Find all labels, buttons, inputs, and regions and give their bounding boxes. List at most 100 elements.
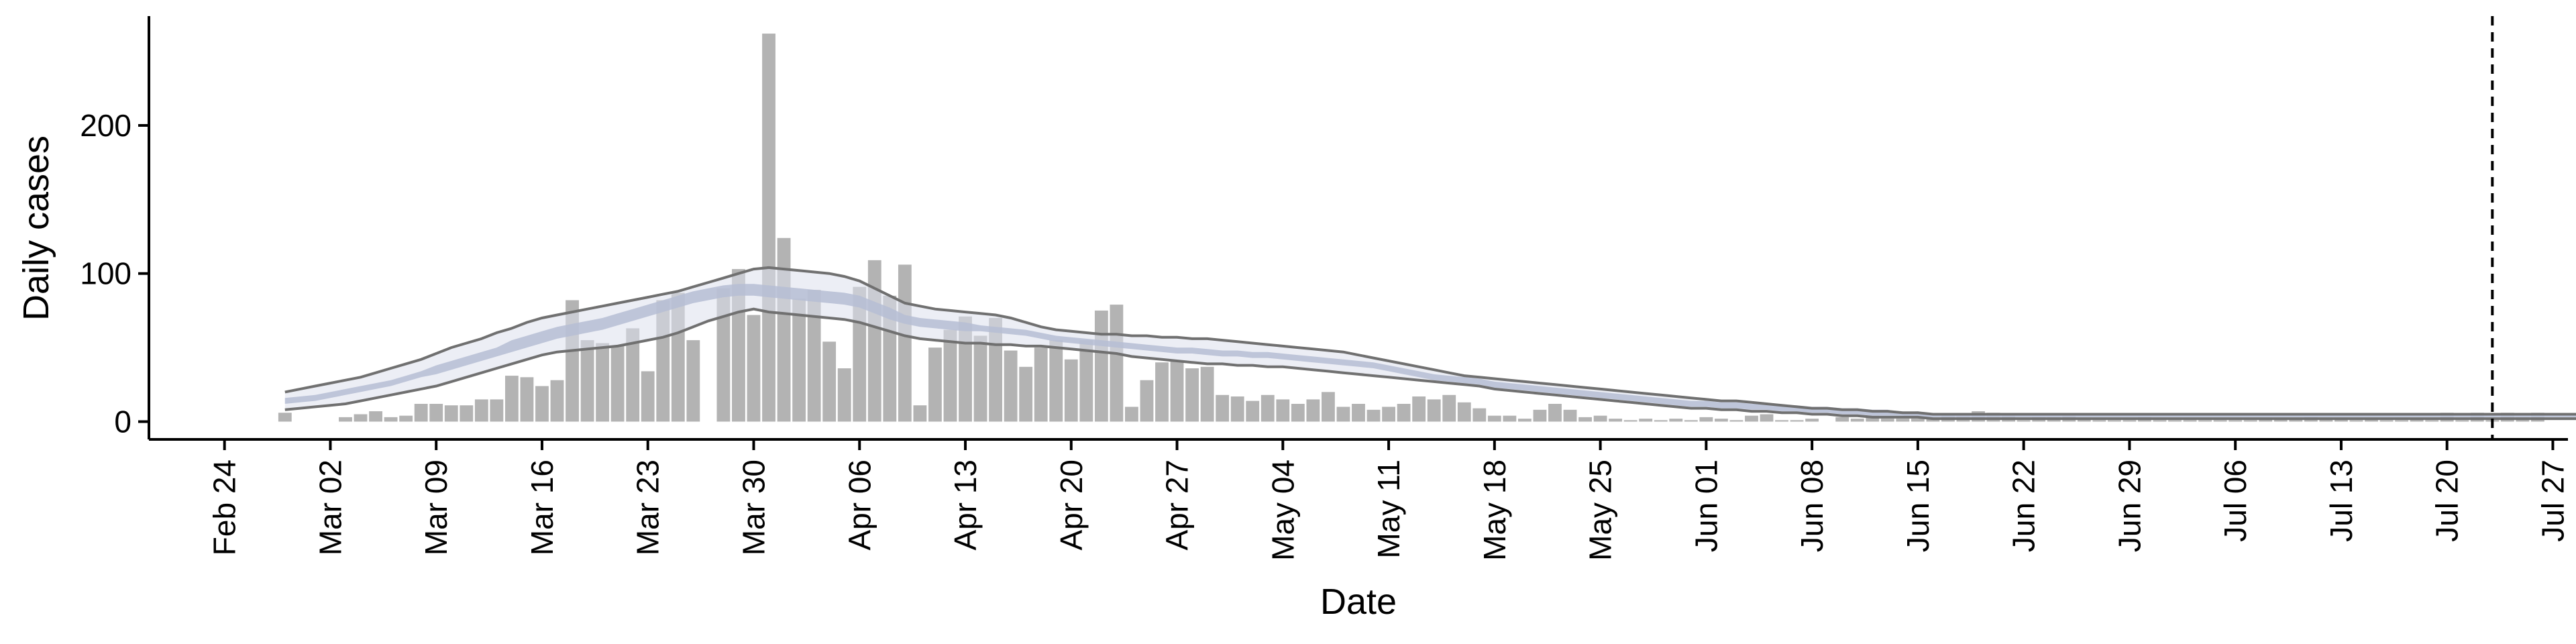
bar bbox=[1322, 392, 1335, 422]
bar bbox=[1472, 408, 1487, 422]
bar bbox=[1548, 404, 1562, 422]
bar bbox=[1775, 420, 1788, 422]
bar bbox=[369, 411, 382, 422]
bar bbox=[1911, 419, 1925, 422]
bar bbox=[2365, 419, 2378, 422]
bar bbox=[777, 237, 791, 422]
bar bbox=[1397, 404, 1411, 422]
bar bbox=[535, 386, 549, 422]
bar bbox=[2259, 419, 2273, 422]
bar bbox=[1835, 417, 1849, 422]
bar bbox=[1079, 340, 1093, 422]
x-tick-label: Feb 24 bbox=[207, 460, 242, 555]
bar bbox=[1306, 399, 1320, 422]
bar bbox=[1503, 415, 1517, 422]
bar bbox=[1563, 409, 1577, 422]
estimate-band-layer bbox=[284, 267, 2576, 419]
bar bbox=[1745, 415, 1758, 422]
y-tick-label: 200 bbox=[80, 108, 131, 143]
x-tick-label: Jul 06 bbox=[2218, 460, 2253, 542]
bar bbox=[1094, 310, 1108, 422]
bar bbox=[1125, 407, 1138, 422]
bar bbox=[1533, 409, 1547, 422]
x-tick-label: Jun 22 bbox=[2006, 460, 2041, 552]
bar bbox=[1140, 380, 1154, 422]
bar bbox=[2077, 419, 2091, 422]
x-tick-label: Jun 01 bbox=[1688, 460, 1723, 552]
bar bbox=[1382, 407, 1395, 422]
bar bbox=[1654, 420, 1668, 422]
bar bbox=[928, 347, 942, 422]
bar bbox=[1850, 419, 1864, 422]
bar bbox=[1216, 394, 1230, 422]
bar bbox=[596, 343, 610, 422]
bar bbox=[1639, 419, 1653, 422]
bar bbox=[1790, 420, 1804, 422]
bar bbox=[1578, 417, 1592, 422]
bar bbox=[641, 371, 655, 422]
x-tick-label: Mar 30 bbox=[737, 460, 771, 555]
bar bbox=[837, 368, 851, 422]
bar bbox=[2455, 420, 2469, 422]
bar bbox=[1170, 360, 1184, 422]
bar bbox=[2168, 420, 2182, 422]
bar bbox=[1291, 404, 1305, 422]
upper-bound-line bbox=[284, 266, 2576, 416]
x-tick-label: Mar 23 bbox=[631, 460, 665, 555]
bar bbox=[792, 299, 806, 422]
y-tick-label: 100 bbox=[80, 256, 131, 291]
x-tick-label: Jul 13 bbox=[2324, 460, 2359, 542]
x-tick-label: Jun 29 bbox=[2112, 460, 2147, 552]
bar bbox=[429, 404, 443, 422]
y-axis-title: Daily cases bbox=[16, 136, 56, 321]
bar bbox=[1155, 362, 1169, 422]
bar bbox=[1896, 419, 1910, 422]
bar bbox=[1760, 414, 1774, 422]
bar bbox=[490, 399, 504, 422]
bar bbox=[1049, 340, 1063, 422]
bar bbox=[1260, 394, 1275, 422]
bar bbox=[354, 414, 368, 422]
bound-lines-layer bbox=[284, 266, 2576, 421]
bar bbox=[474, 399, 488, 422]
bar bbox=[1276, 399, 1290, 422]
bar bbox=[686, 340, 700, 422]
bar bbox=[414, 404, 428, 422]
bar bbox=[822, 341, 837, 422]
bar bbox=[460, 405, 474, 422]
bar bbox=[1880, 419, 1894, 422]
bar bbox=[1669, 419, 1683, 422]
bar bbox=[1246, 400, 1260, 422]
bar bbox=[1699, 417, 1713, 422]
x-tick-label: Apr 06 bbox=[842, 460, 877, 551]
bar bbox=[1034, 347, 1048, 422]
bar bbox=[2273, 419, 2288, 422]
lower-bound-line bbox=[284, 307, 2576, 421]
bar bbox=[1427, 399, 1441, 422]
bar bbox=[973, 335, 987, 422]
bar bbox=[278, 413, 292, 422]
bar bbox=[1457, 402, 1471, 422]
x-tick-label: Jun 08 bbox=[1794, 460, 1829, 552]
bar bbox=[1352, 404, 1365, 422]
bar bbox=[2243, 420, 2257, 422]
bar bbox=[2107, 420, 2121, 422]
bars-layer bbox=[278, 34, 2544, 422]
bar bbox=[1714, 419, 1728, 422]
bar bbox=[1487, 415, 1501, 422]
bar bbox=[762, 34, 775, 422]
bar bbox=[2334, 419, 2348, 422]
bar bbox=[520, 377, 534, 422]
bar bbox=[1064, 359, 1078, 422]
bar bbox=[1004, 350, 1018, 422]
x-tick-label: Apr 20 bbox=[1054, 460, 1089, 551]
bar bbox=[1926, 419, 1940, 422]
bar bbox=[1200, 366, 1214, 422]
bar bbox=[1230, 396, 1244, 422]
bar bbox=[2153, 420, 2167, 422]
bar bbox=[2289, 419, 2303, 422]
bar bbox=[1110, 305, 1124, 422]
x-tick-label: Jul 27 bbox=[2536, 460, 2571, 542]
bar bbox=[1866, 415, 1880, 422]
